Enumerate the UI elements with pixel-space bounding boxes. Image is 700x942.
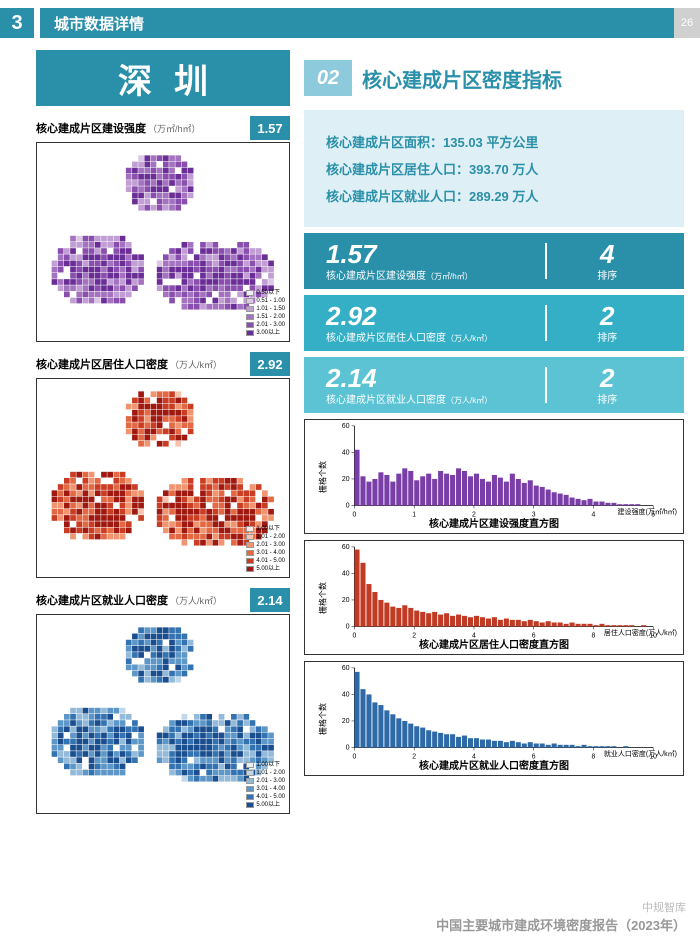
info-emp-val: 289.29 万人 <box>469 189 538 204</box>
page-number: 26 <box>674 8 700 38</box>
map-unit: （万人/k㎡） <box>170 358 222 371</box>
metric-label: 核心建成片区建设强度 <box>326 271 426 282</box>
svg-text:60: 60 <box>342 665 350 672</box>
metric-label: 核心建成片区居住人口密度 <box>326 333 446 344</box>
metric-rank: 2 <box>547 365 668 391</box>
metric-unit: （万人/k㎡） <box>446 396 492 405</box>
hist-ylabel: 栅格个数 <box>318 461 329 493</box>
map-title: 核心建成片区建设强度 <box>36 120 146 136</box>
metric-value: 1.57 <box>326 241 545 267</box>
section-header: 02 核心建成片区密度指标 <box>304 50 684 106</box>
info-area-val: 135.03 平方公里 <box>443 135 538 150</box>
map-value: 2.92 <box>250 352 290 376</box>
svg-text:60: 60 <box>342 544 350 551</box>
metric-value: 2.14 <box>326 365 545 391</box>
map-unit: （万人/k㎡） <box>170 594 222 607</box>
subsection-title: 核心建成片区密度指标 <box>362 64 562 93</box>
svg-text:20: 20 <box>342 476 350 483</box>
footer: 中规智库 中国主要城市建成环境密度报告（2023年） <box>436 899 686 934</box>
info-panel: 核心建成片区面积：135.03 平方公里 核心建成片区居住人口：393.70 万… <box>304 110 684 227</box>
histogram-0: 0123450204060 栅格个数 建设强度(万㎡/h㎡) 核心建成片区建设强… <box>304 419 684 534</box>
city-name: 深圳 <box>36 50 290 106</box>
map-card-0: 核心建成片区建设强度 （万㎡/h㎡） 1.57 0.50以下0.51 - 1.0… <box>36 116 290 342</box>
map-legend: 1.00以下1.01 - 2.002.01 - 3.003.01 - 4.004… <box>246 525 285 573</box>
map-legend: 0.50以下0.51 - 1.001.01 - 1.501.51 - 2.002… <box>246 289 285 337</box>
svg-text:0: 0 <box>346 502 350 509</box>
metric-rank: 4 <box>547 241 668 267</box>
metric-label: 核心建成片区就业人口密度 <box>326 395 446 406</box>
footer-report: 中国主要城市建成环境密度报告（2023年） <box>436 915 686 934</box>
hist-ylabel: 栅格个数 <box>318 582 329 614</box>
metric-bar-0: 1.57 核心建成片区建设强度（万㎡/h㎡） 4 排序 <box>304 233 684 289</box>
map-card-2: 核心建成片区就业人口密度 （万人/k㎡） 2.14 1.00以下1.01 - 2… <box>36 588 290 814</box>
svg-text:0: 0 <box>346 623 350 630</box>
info-pop-label: 核心建成片区居住人口： <box>326 162 469 177</box>
hist-ylabel: 栅格个数 <box>318 703 329 735</box>
metric-bar-2: 2.14 核心建成片区就业人口密度（万人/k㎡） 2 排序 <box>304 357 684 413</box>
svg-text:40: 40 <box>342 691 350 698</box>
hist-title: 核心建成片区就业人口密度直方图 <box>305 757 683 772</box>
info-pop-val: 393.70 万人 <box>469 162 538 177</box>
metric-rank: 2 <box>547 303 668 329</box>
metric-rank-label: 排序 <box>547 267 668 282</box>
footer-org: 中规智库 <box>436 899 686 915</box>
metric-unit: （万㎡/h㎡） <box>426 272 473 281</box>
svg-text:60: 60 <box>342 423 350 430</box>
map-value: 2.14 <box>250 588 290 612</box>
subsection-number: 02 <box>304 60 352 96</box>
metric-rank-label: 排序 <box>547 329 668 344</box>
hist-title: 核心建成片区居住人口密度直方图 <box>305 636 683 651</box>
choropleth-map: 0.50以下0.51 - 1.001.01 - 1.501.51 - 2.002… <box>36 142 290 342</box>
svg-text:40: 40 <box>342 449 350 456</box>
map-title: 核心建成片区居住人口密度 <box>36 356 168 372</box>
metric-rank-label: 排序 <box>547 391 668 406</box>
map-legend: 1.00以下1.01 - 2.002.01 - 3.003.01 - 4.004… <box>246 761 285 809</box>
svg-text:0: 0 <box>346 744 350 751</box>
svg-text:40: 40 <box>342 570 350 577</box>
page-header: 3 城市数据详情 26 <box>0 8 700 38</box>
metric-bar-1: 2.92 核心建成片区居住人口密度（万人/k㎡） 2 排序 <box>304 295 684 351</box>
section-number: 3 <box>0 8 34 38</box>
header-title: 城市数据详情 <box>40 8 674 38</box>
info-emp-label: 核心建成片区就业人口： <box>326 189 469 204</box>
metric-value: 2.92 <box>326 303 545 329</box>
info-area-label: 核心建成片区面积： <box>326 135 443 150</box>
histogram-2: 02468100204060 栅格个数 就业人口密度(万人/k㎡) 核心建成片区… <box>304 661 684 776</box>
map-unit: （万㎡/h㎡） <box>148 122 201 135</box>
map-card-1: 核心建成片区居住人口密度 （万人/k㎡） 2.92 1.00以下1.01 - 2… <box>36 352 290 578</box>
choropleth-map: 1.00以下1.01 - 2.002.01 - 3.003.01 - 4.004… <box>36 614 290 814</box>
svg-text:20: 20 <box>342 718 350 725</box>
metric-unit: （万人/k㎡） <box>446 334 492 343</box>
hist-title: 核心建成片区建设强度直方图 <box>305 515 683 530</box>
svg-text:20: 20 <box>342 597 350 604</box>
map-title: 核心建成片区就业人口密度 <box>36 592 168 608</box>
map-value: 1.57 <box>250 116 290 140</box>
histogram-1: 02468100204060 栅格个数 居住人口密度(万人/k㎡) 核心建成片区… <box>304 540 684 655</box>
choropleth-map: 1.00以下1.01 - 2.002.01 - 3.003.01 - 4.004… <box>36 378 290 578</box>
